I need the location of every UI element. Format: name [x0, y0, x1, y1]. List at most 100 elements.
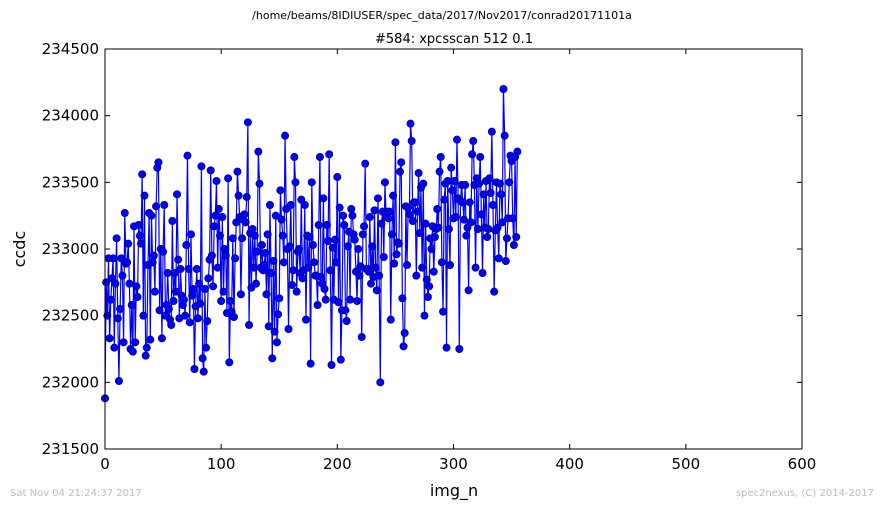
data-point: [123, 258, 132, 267]
data-point: [133, 292, 142, 301]
data-point: [203, 316, 212, 325]
data-point: [354, 244, 363, 253]
data-point: [241, 218, 250, 227]
data-point: [390, 259, 399, 268]
data-point: [455, 344, 464, 353]
data-point: [394, 239, 403, 248]
data-point: [412, 271, 421, 280]
data-point: [288, 280, 297, 289]
data-point: [360, 222, 369, 231]
data-point: [174, 255, 183, 264]
data-point: [469, 136, 478, 145]
data-point: [407, 136, 416, 145]
data-point: [193, 314, 202, 323]
y-tick-label: 234000: [42, 107, 99, 125]
data-point: [206, 166, 215, 175]
data-point: [500, 131, 509, 140]
data-point: [494, 254, 503, 263]
data-point: [464, 286, 473, 295]
data-point: [365, 212, 374, 221]
data-point: [461, 180, 470, 189]
data-point: [340, 220, 349, 229]
data-point: [199, 367, 208, 376]
data-point: [196, 299, 205, 308]
data-point: [132, 282, 141, 291]
data-point: [184, 264, 193, 273]
data-point: [443, 176, 452, 185]
data-point: [408, 216, 417, 225]
data-point: [155, 306, 164, 315]
data-point: [479, 190, 488, 199]
data-point: [228, 234, 237, 243]
data-point: [262, 290, 271, 299]
data-point: [493, 223, 502, 232]
data-point: [327, 360, 336, 369]
data-point: [430, 232, 439, 241]
data-point: [495, 179, 504, 188]
data-point: [252, 279, 261, 288]
x-tick-label: 500: [672, 455, 701, 473]
data-point: [307, 178, 316, 187]
data-point: [331, 235, 340, 244]
data-point: [207, 251, 216, 260]
data-point: [243, 118, 252, 127]
data-point: [418, 263, 427, 272]
data-point: [387, 230, 396, 239]
y-tick-label: 233500: [42, 173, 99, 191]
data-point: [289, 266, 298, 275]
data-point: [179, 295, 188, 304]
data-point: [425, 282, 434, 291]
data-point: [350, 235, 359, 244]
data-point: [286, 200, 295, 209]
data-point: [142, 343, 151, 352]
data-point: [111, 279, 120, 288]
data-point: [152, 202, 161, 211]
footer-timestamp: Sat Nov 04 21:24:37 2017: [10, 488, 142, 499]
data-point: [110, 343, 119, 352]
data-point: [119, 338, 128, 347]
data-point: [285, 242, 294, 251]
data-point: [447, 163, 456, 172]
data-point: [204, 274, 213, 283]
data-point: [291, 178, 300, 187]
data-point: [200, 284, 209, 293]
data-point: [269, 256, 278, 265]
data-point: [242, 192, 251, 201]
data-point: [212, 176, 221, 185]
x-axis-label: img_n: [430, 481, 478, 501]
data-point: [512, 232, 521, 241]
data-point: [141, 351, 150, 360]
data-point: [186, 230, 195, 239]
data-point: [379, 252, 388, 261]
data-point: [272, 338, 281, 347]
data-point: [405, 210, 414, 219]
figure-suptitle: /home/beams/8IDIUSER/spec_data/2017/Nov2…: [252, 9, 632, 22]
x-tick-label: 400: [555, 455, 584, 473]
data-point: [497, 190, 506, 199]
data-point: [475, 179, 484, 188]
y-tick-label: 234500: [42, 40, 99, 58]
data-point: [336, 355, 345, 364]
data-point: [278, 231, 287, 240]
data-point: [324, 236, 333, 245]
data-point: [502, 234, 511, 243]
data-point: [224, 174, 233, 183]
data-point: [370, 206, 379, 215]
data-point: [148, 258, 157, 267]
data-point: [195, 279, 204, 288]
data-point: [421, 219, 430, 228]
data-point: [109, 254, 118, 263]
data-point: [429, 267, 438, 276]
data-point: [255, 179, 264, 188]
data-point: [508, 214, 517, 223]
data-point: [411, 198, 420, 207]
y-tick-label: 232500: [42, 307, 99, 325]
data-point: [220, 244, 229, 253]
data-point: [170, 268, 179, 277]
data-point: [139, 311, 148, 320]
data-point: [458, 198, 467, 207]
data-point: [147, 211, 156, 220]
data-point: [385, 207, 394, 216]
data-point: [263, 230, 272, 239]
data-point: [398, 294, 407, 303]
